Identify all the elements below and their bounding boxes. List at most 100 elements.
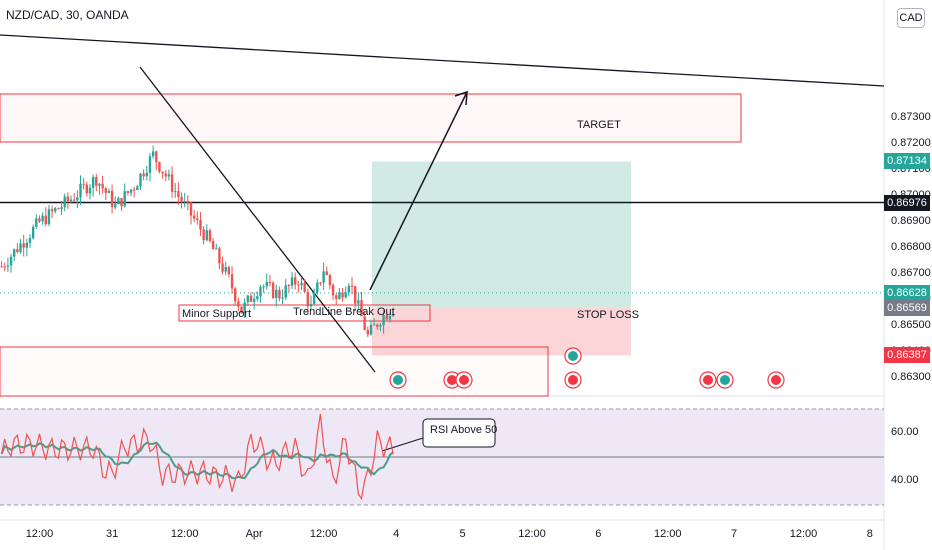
candle-body bbox=[25, 242, 29, 248]
flag-center bbox=[568, 375, 578, 385]
candle-body bbox=[129, 189, 133, 193]
rsi-ma-line bbox=[0, 441, 394, 480]
candle-body bbox=[19, 243, 22, 253]
candle-body bbox=[28, 238, 32, 243]
candle-body bbox=[243, 302, 246, 314]
candle-body bbox=[237, 301, 240, 307]
price-tick-label: 0.86800 bbox=[891, 241, 931, 254]
candle-body bbox=[331, 285, 335, 296]
candle-body bbox=[91, 177, 95, 188]
candle-body bbox=[142, 173, 145, 177]
candle-body bbox=[50, 209, 54, 212]
candle-body bbox=[363, 316, 366, 330]
candle-body bbox=[132, 189, 136, 191]
candle-body bbox=[57, 208, 60, 210]
candle-body bbox=[3, 266, 6, 268]
candle-body bbox=[218, 248, 221, 264]
time-tick-label: 5 bbox=[459, 528, 466, 540]
ca-flag-icon bbox=[699, 371, 717, 389]
ca-flag-icon bbox=[564, 371, 582, 389]
candle-body bbox=[199, 220, 202, 230]
candle-body bbox=[104, 188, 107, 193]
nz-flag-icon bbox=[564, 347, 582, 365]
candle-body bbox=[35, 218, 38, 227]
candle-body bbox=[85, 184, 89, 194]
candle-body bbox=[293, 277, 297, 285]
candle-body bbox=[0, 266, 3, 268]
candle-body bbox=[79, 183, 82, 198]
candle-body bbox=[335, 295, 338, 300]
price-tag-last-close: 0.86569 bbox=[884, 300, 930, 317]
flag-center bbox=[771, 375, 781, 385]
flag-center bbox=[393, 375, 403, 385]
candle-body bbox=[338, 292, 341, 300]
candle-body bbox=[325, 271, 328, 275]
candle-body bbox=[221, 263, 224, 272]
candle-body bbox=[145, 172, 149, 177]
rsi-callout-box bbox=[422, 418, 496, 448]
time-tick-label: 12:00 bbox=[653, 528, 682, 540]
nz-flag-icon bbox=[716, 371, 734, 389]
candle-body bbox=[13, 249, 16, 257]
resistance-box bbox=[0, 93, 742, 143]
candle-body bbox=[227, 267, 231, 275]
time-tick-label: 7 bbox=[730, 528, 738, 540]
candle-body bbox=[391, 313, 395, 317]
price-tick-label: 0.86900 bbox=[891, 215, 931, 228]
candle-body bbox=[139, 173, 142, 187]
time-tick-label: 6 bbox=[595, 528, 602, 540]
candle-body bbox=[240, 306, 243, 314]
candle-body bbox=[16, 249, 19, 253]
price-tick-label: 0.86300 bbox=[891, 371, 931, 383]
candle-body bbox=[136, 186, 139, 191]
candle-body bbox=[211, 240, 215, 250]
candle-body bbox=[208, 230, 212, 241]
projection-arrowhead bbox=[454, 90, 468, 106]
candle-body bbox=[316, 282, 319, 293]
candle-body bbox=[306, 291, 310, 307]
candle-body bbox=[376, 324, 379, 327]
time-tick-label: 12:00 bbox=[170, 528, 199, 540]
candle-body bbox=[9, 256, 13, 266]
candle-body bbox=[281, 297, 284, 299]
price-tick-label: 0.86700 bbox=[891, 267, 931, 280]
price-tick-label: 0.86500 bbox=[891, 319, 931, 332]
breakout-trendline bbox=[139, 66, 376, 373]
candle-body bbox=[328, 274, 332, 286]
candle-body bbox=[341, 292, 344, 298]
candle-body bbox=[123, 191, 126, 207]
ca-flag-icon bbox=[455, 371, 473, 389]
projection-arrow bbox=[369, 91, 468, 291]
candle-body bbox=[174, 191, 177, 193]
breakout-label: TrendLine Break Out bbox=[293, 306, 395, 318]
candle-body bbox=[161, 171, 164, 174]
ca-flag-icon bbox=[767, 371, 785, 389]
target-zone bbox=[372, 161, 631, 308]
price-tick-label: 0.87200 bbox=[891, 137, 931, 150]
flag-center bbox=[447, 375, 457, 385]
candle-body bbox=[196, 218, 199, 221]
candle-body bbox=[224, 267, 227, 272]
candle-body bbox=[54, 208, 57, 212]
candle-body bbox=[117, 198, 120, 205]
flag-center bbox=[720, 375, 730, 385]
time-tick-label: 8 bbox=[866, 528, 873, 540]
candle-body bbox=[230, 274, 234, 289]
rsi-note-label: RSI Above 50 bbox=[430, 424, 498, 436]
candle-body bbox=[76, 197, 79, 201]
candle-body bbox=[271, 282, 275, 298]
candle-body bbox=[88, 187, 92, 194]
candles-group bbox=[0, 145, 395, 338]
candle-body bbox=[372, 324, 376, 326]
candle-body bbox=[262, 286, 265, 288]
candle-body bbox=[170, 174, 174, 192]
candle-body bbox=[82, 183, 85, 185]
rsi-tick-label: 40.00 bbox=[891, 474, 919, 486]
candle-body bbox=[60, 207, 63, 209]
candle-body bbox=[246, 295, 250, 303]
currency-button[interactable]: CAD bbox=[897, 8, 925, 28]
time-tick-label: 12:00 bbox=[518, 528, 546, 540]
candle-body bbox=[278, 289, 281, 299]
